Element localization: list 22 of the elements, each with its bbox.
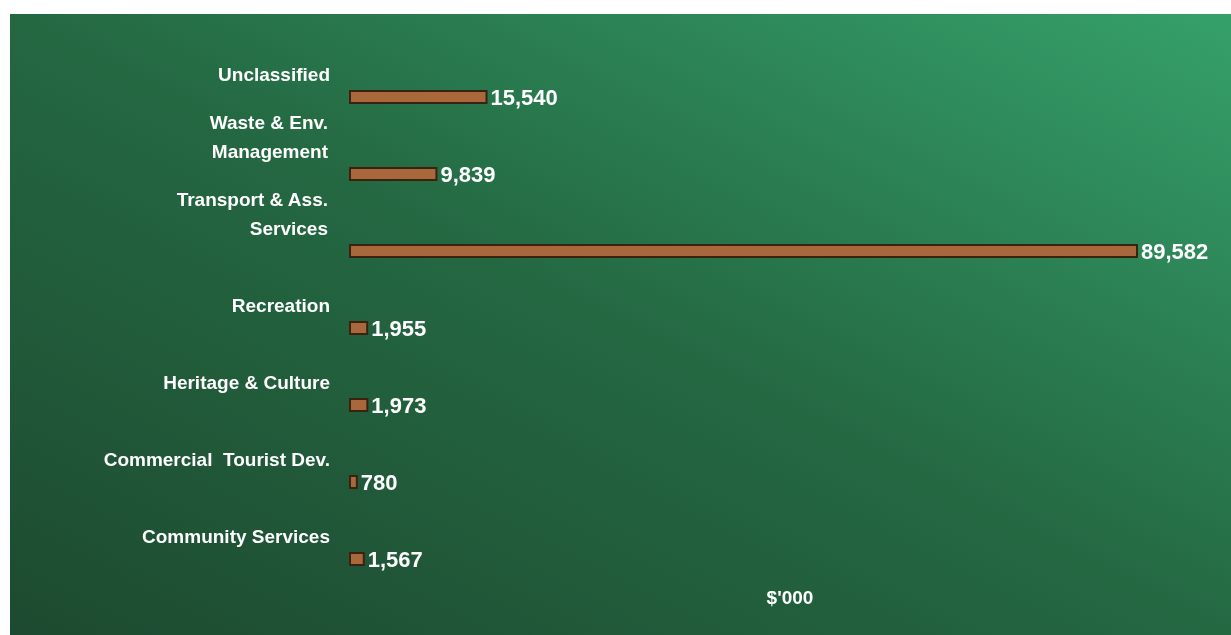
y-tick-label: Unclassified	[218, 64, 330, 85]
data-label: 89,582	[1141, 239, 1209, 264]
bar	[349, 552, 365, 566]
x-axis-title: $'000	[766, 587, 814, 608]
data-label: 9,839	[440, 162, 496, 187]
bar	[349, 321, 369, 335]
bar	[349, 398, 369, 412]
bar	[349, 244, 1138, 258]
y-tick-label: Community Services	[142, 526, 330, 547]
y-tick-label: Heritage & Culture	[163, 372, 330, 393]
y-tick-label: Transport & Ass. Services	[176, 189, 328, 239]
y-tick-label: Commercial Tourist Dev.	[103, 449, 330, 470]
y-tick-label: Recreation	[231, 295, 330, 316]
data-label: 15,540	[490, 85, 558, 110]
bar	[349, 167, 438, 181]
data-label: 1,955	[371, 316, 427, 341]
data-label: 1,567	[367, 547, 423, 572]
data-label: 780	[360, 470, 398, 495]
data-label: 1,973	[371, 393, 427, 418]
bar	[349, 90, 488, 104]
y-tick-label: Waste & Env. Management	[209, 112, 329, 162]
bar	[349, 475, 358, 489]
